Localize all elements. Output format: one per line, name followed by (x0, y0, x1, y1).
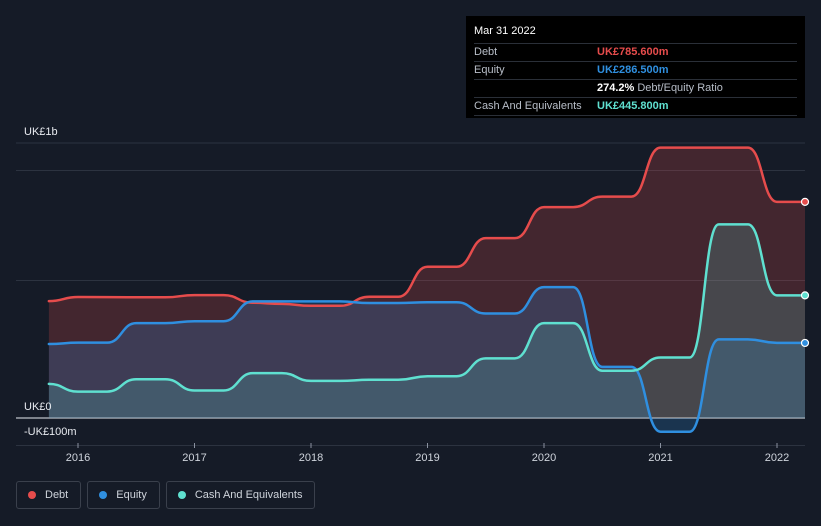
cash-and-equivalents-line (47, 223, 807, 393)
cash-and-equivalents-end-marker (800, 291, 810, 300)
grid-lines (16, 142, 805, 446)
tooltip-ratio-value: 274.2% (597, 82, 635, 94)
x-axis-ticks: 2016 2017 2018 2019 2020 2021 2022 (66, 443, 789, 464)
x-tick-label: 2016 (66, 452, 90, 464)
tooltip-debt-label: Debt (474, 46, 498, 58)
legend-label-cash: Cash And Equivalents (194, 489, 303, 501)
tooltip-row-debt: Debt UK£785.600m (474, 43, 797, 61)
legend-dot-equity (99, 491, 108, 499)
tooltip-row-cash: Cash And Equivalents UK£445.800m (474, 97, 797, 116)
equity-end-marker (800, 338, 810, 348)
tooltip-cash-value: UK£445.800m (597, 100, 669, 112)
x-tick-label: 2017 (182, 452, 206, 464)
x-tick-label: 2018 (299, 452, 323, 464)
tooltip-cash-label: Cash And Equivalents (474, 100, 582, 112)
legend-dot-debt (28, 491, 36, 499)
cash-and-equivalents-area (48, 224, 805, 418)
equity-line (47, 285, 807, 433)
debt-line (47, 146, 807, 308)
tooltip-equity-label: Equity (474, 64, 505, 76)
tooltip-row-ratio: 274.2% Debt/Equity Ratio (474, 79, 797, 97)
legend-label-equity: Equity (116, 489, 147, 501)
x-tick-label: 2022 (765, 452, 789, 464)
x-tick-label: 2021 (648, 452, 672, 464)
tooltip-row-equity: Equity UK£286.500m (474, 61, 797, 79)
x-tick-label: 2020 (532, 452, 556, 464)
debt-end-marker (800, 197, 810, 206)
tooltip-ratio-label: Debt/Equity Ratio (637, 82, 723, 94)
legend-item-debt[interactable]: Debt (16, 481, 82, 509)
legend: Debt Equity Cash And Equivalents (16, 481, 316, 509)
end-markers (800, 197, 810, 348)
y-tick-label-bottom: -UK£100m (24, 426, 77, 438)
series-areas (48, 147, 805, 432)
tooltip-debt-value: UK£785.600m (597, 46, 669, 58)
legend-item-cash[interactable]: Cash And Equivalents (165, 481, 316, 509)
y-tick-label-zero: UK£0 (24, 401, 52, 413)
tooltip-panel: Mar 31 2022 Debt UK£785.600m Equity UK£2… (466, 16, 805, 118)
debt-area (48, 147, 805, 419)
legend-item-equity[interactable]: Equity (87, 481, 160, 509)
tooltip-equity-value: UK£286.500m (597, 64, 669, 76)
y-tick-label-top: UK£1b (24, 126, 58, 138)
series-lines (47, 146, 807, 433)
legend-label-debt: Debt (45, 489, 69, 501)
x-tick-label: 2019 (415, 452, 439, 464)
legend-dot-cash (177, 491, 186, 499)
equity-area (48, 287, 805, 432)
tooltip-date: Mar 31 2022 (474, 25, 536, 37)
